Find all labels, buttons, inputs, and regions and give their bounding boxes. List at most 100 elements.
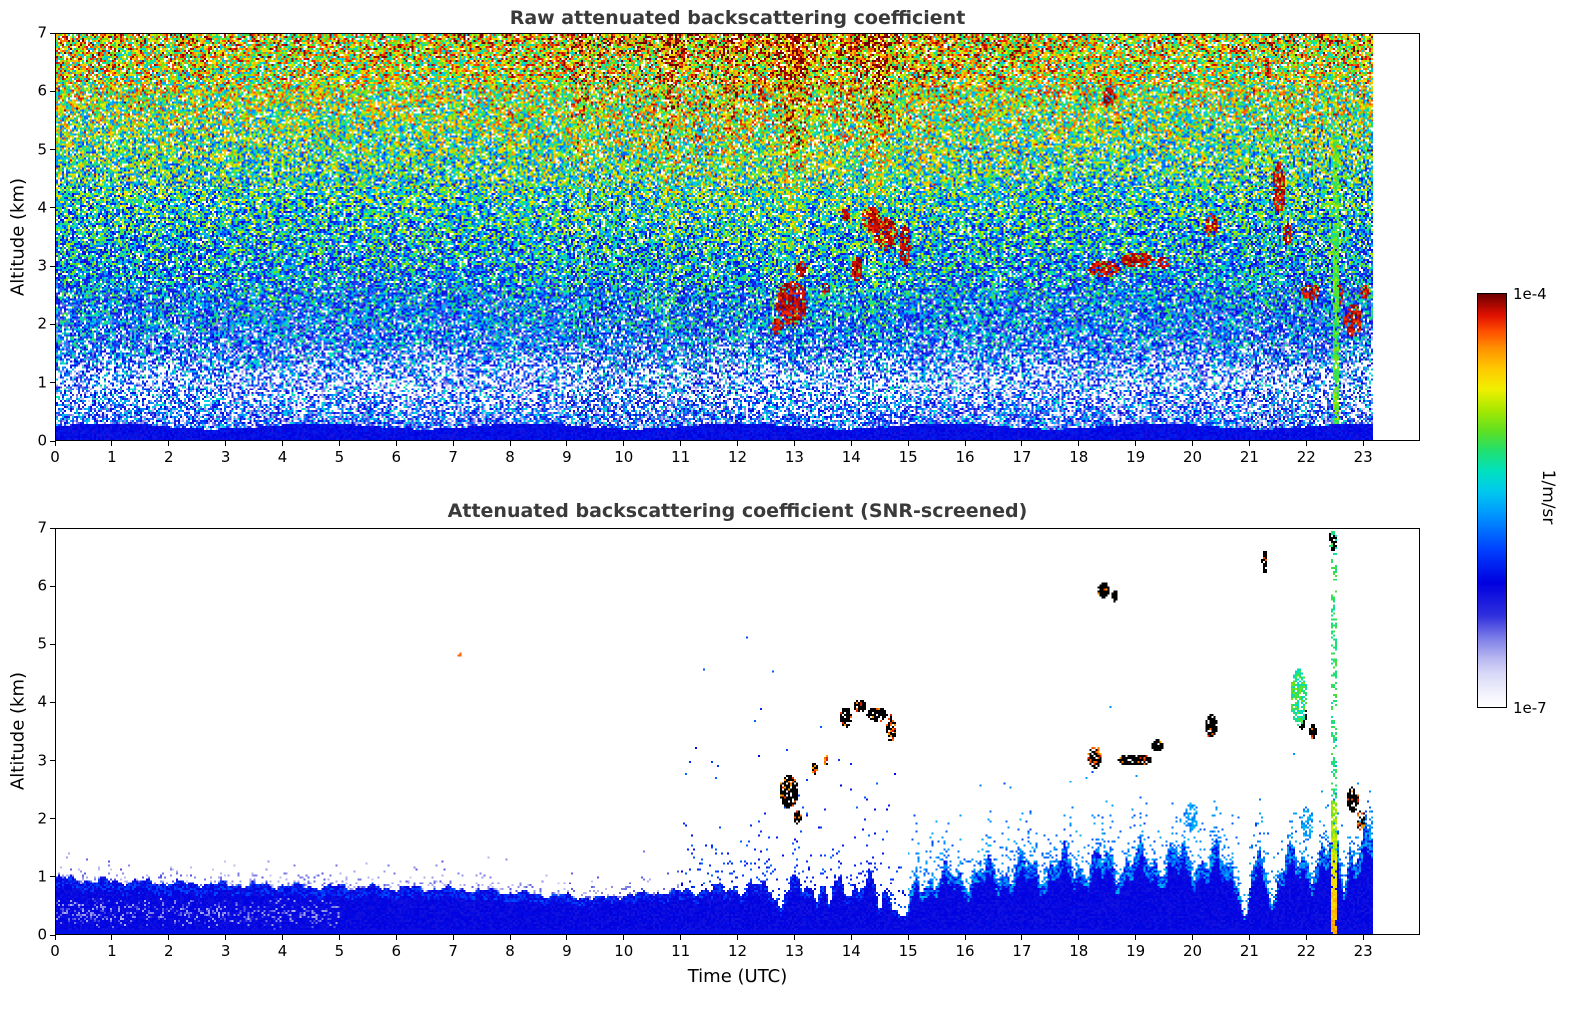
top-panel-title: Raw attenuated backscattering coefficien… xyxy=(509,7,966,29)
y-tick-label: 3 xyxy=(37,751,47,770)
x-tick-label: 18 xyxy=(1069,448,1089,466)
x-tick-label: 5 xyxy=(334,448,345,466)
x-tick-label: 14 xyxy=(841,942,861,960)
bottom-heatmap-canvas xyxy=(56,529,1419,934)
x-tick-label: 6 xyxy=(391,942,402,960)
top-y-axis-label: Altitude (km) xyxy=(7,177,29,297)
y-tick-label: 1 xyxy=(37,373,47,392)
x-tick-label: 19 xyxy=(1126,448,1146,466)
x-tick-mark xyxy=(1362,441,1364,446)
x-tick-label: 4 xyxy=(277,448,288,466)
x-tick-mark xyxy=(907,935,909,940)
top-heatmap-canvas xyxy=(56,34,1419,440)
bottom-y-axis-label: Altitude (km) xyxy=(7,671,29,791)
x-tick-label: 19 xyxy=(1126,942,1146,960)
x-tick-mark xyxy=(1078,935,1080,940)
colorbar xyxy=(1477,293,1507,708)
x-tick-label: 13 xyxy=(784,942,804,960)
x-tick-label: 14 xyxy=(841,448,861,466)
x-tick-mark xyxy=(1078,441,1080,446)
x-tick-label: 1 xyxy=(107,942,117,960)
colorbar-max-label: 1e-4 xyxy=(1513,285,1547,303)
x-tick-label: 3 xyxy=(220,448,231,466)
y-tick-label: 7 xyxy=(37,23,47,42)
bottom-plot-area xyxy=(55,528,1420,935)
y-tick-label: 6 xyxy=(37,81,47,100)
x-axis-label: Time (UTC) xyxy=(687,966,788,987)
y-tick-label: 3 xyxy=(37,256,47,275)
x-tick-mark xyxy=(452,935,454,940)
x-tick-label: 12 xyxy=(727,942,748,960)
x-tick-mark xyxy=(1135,935,1137,940)
x-tick-label: 16 xyxy=(955,942,975,960)
x-tick-mark xyxy=(793,441,795,446)
colorbar-unit-label: 1/m/sr xyxy=(1538,469,1558,525)
x-tick-label: 21 xyxy=(1239,448,1259,466)
x-tick-label: 7 xyxy=(448,448,458,466)
x-tick-label: 15 xyxy=(898,942,918,960)
y-tick-label: 2 xyxy=(37,314,47,333)
x-tick-mark xyxy=(168,441,170,446)
y-tick-mark xyxy=(50,760,55,762)
x-tick-label: 8 xyxy=(505,448,515,466)
y-tick-mark xyxy=(50,440,55,442)
y-tick-mark xyxy=(50,323,55,325)
x-tick-label: 22 xyxy=(1296,448,1316,466)
x-tick-mark xyxy=(111,441,113,446)
x-tick-mark xyxy=(509,441,511,446)
y-tick-mark xyxy=(50,643,55,645)
x-tick-label: 9 xyxy=(562,942,572,960)
x-tick-mark xyxy=(907,441,909,446)
x-tick-label: 16 xyxy=(955,448,975,466)
x-tick-label: 11 xyxy=(671,448,691,466)
x-tick-mark xyxy=(338,935,340,940)
y-tick-label: 0 xyxy=(37,925,47,944)
x-tick-label: 12 xyxy=(727,448,748,466)
x-tick-label: 22 xyxy=(1296,942,1316,960)
x-tick-mark xyxy=(1192,935,1193,940)
x-tick-label: 21 xyxy=(1239,942,1259,960)
x-tick-mark xyxy=(1248,441,1250,446)
x-tick-mark xyxy=(1362,935,1364,940)
x-tick-mark xyxy=(1021,935,1023,940)
x-tick-mark xyxy=(1021,441,1023,446)
x-tick-label: 10 xyxy=(614,448,634,466)
x-tick-mark xyxy=(623,441,625,446)
y-tick-label: 4 xyxy=(37,692,47,711)
y-tick-mark xyxy=(50,701,55,703)
x-tick-mark xyxy=(964,441,966,446)
x-tick-label: 15 xyxy=(898,448,918,466)
x-tick-label: 7 xyxy=(448,942,458,960)
y-tick-mark xyxy=(50,32,55,34)
y-tick-mark xyxy=(50,818,55,820)
y-tick-label: 5 xyxy=(37,634,47,653)
y-tick-mark xyxy=(50,265,55,267)
x-tick-mark xyxy=(850,935,852,940)
x-tick-mark xyxy=(395,441,397,446)
x-tick-label: 0 xyxy=(50,942,60,960)
x-tick-label: 23 xyxy=(1353,448,1373,466)
y-tick-label: 1 xyxy=(37,867,47,886)
x-tick-label: 18 xyxy=(1069,942,1089,960)
x-tick-label: 17 xyxy=(1012,942,1032,960)
x-tick-mark xyxy=(282,441,283,446)
x-tick-mark xyxy=(509,935,511,940)
x-tick-mark xyxy=(54,935,56,940)
x-tick-mark xyxy=(111,935,113,940)
x-tick-label: 8 xyxy=(505,942,515,960)
x-tick-mark xyxy=(282,935,283,940)
x-tick-label: 11 xyxy=(671,942,691,960)
y-tick-label: 6 xyxy=(37,576,47,595)
x-tick-mark xyxy=(964,935,966,940)
x-tick-mark xyxy=(338,441,340,446)
x-tick-label: 13 xyxy=(784,448,804,466)
x-tick-mark xyxy=(850,441,852,446)
bottom-panel-title: Attenuated backscattering coefficient (S… xyxy=(447,500,1028,522)
y-tick-label: 2 xyxy=(37,809,47,828)
x-tick-mark xyxy=(1305,441,1307,446)
x-tick-mark xyxy=(566,935,568,940)
x-tick-mark xyxy=(1248,935,1250,940)
x-tick-label: 4 xyxy=(277,942,288,960)
x-tick-label: 10 xyxy=(614,942,634,960)
